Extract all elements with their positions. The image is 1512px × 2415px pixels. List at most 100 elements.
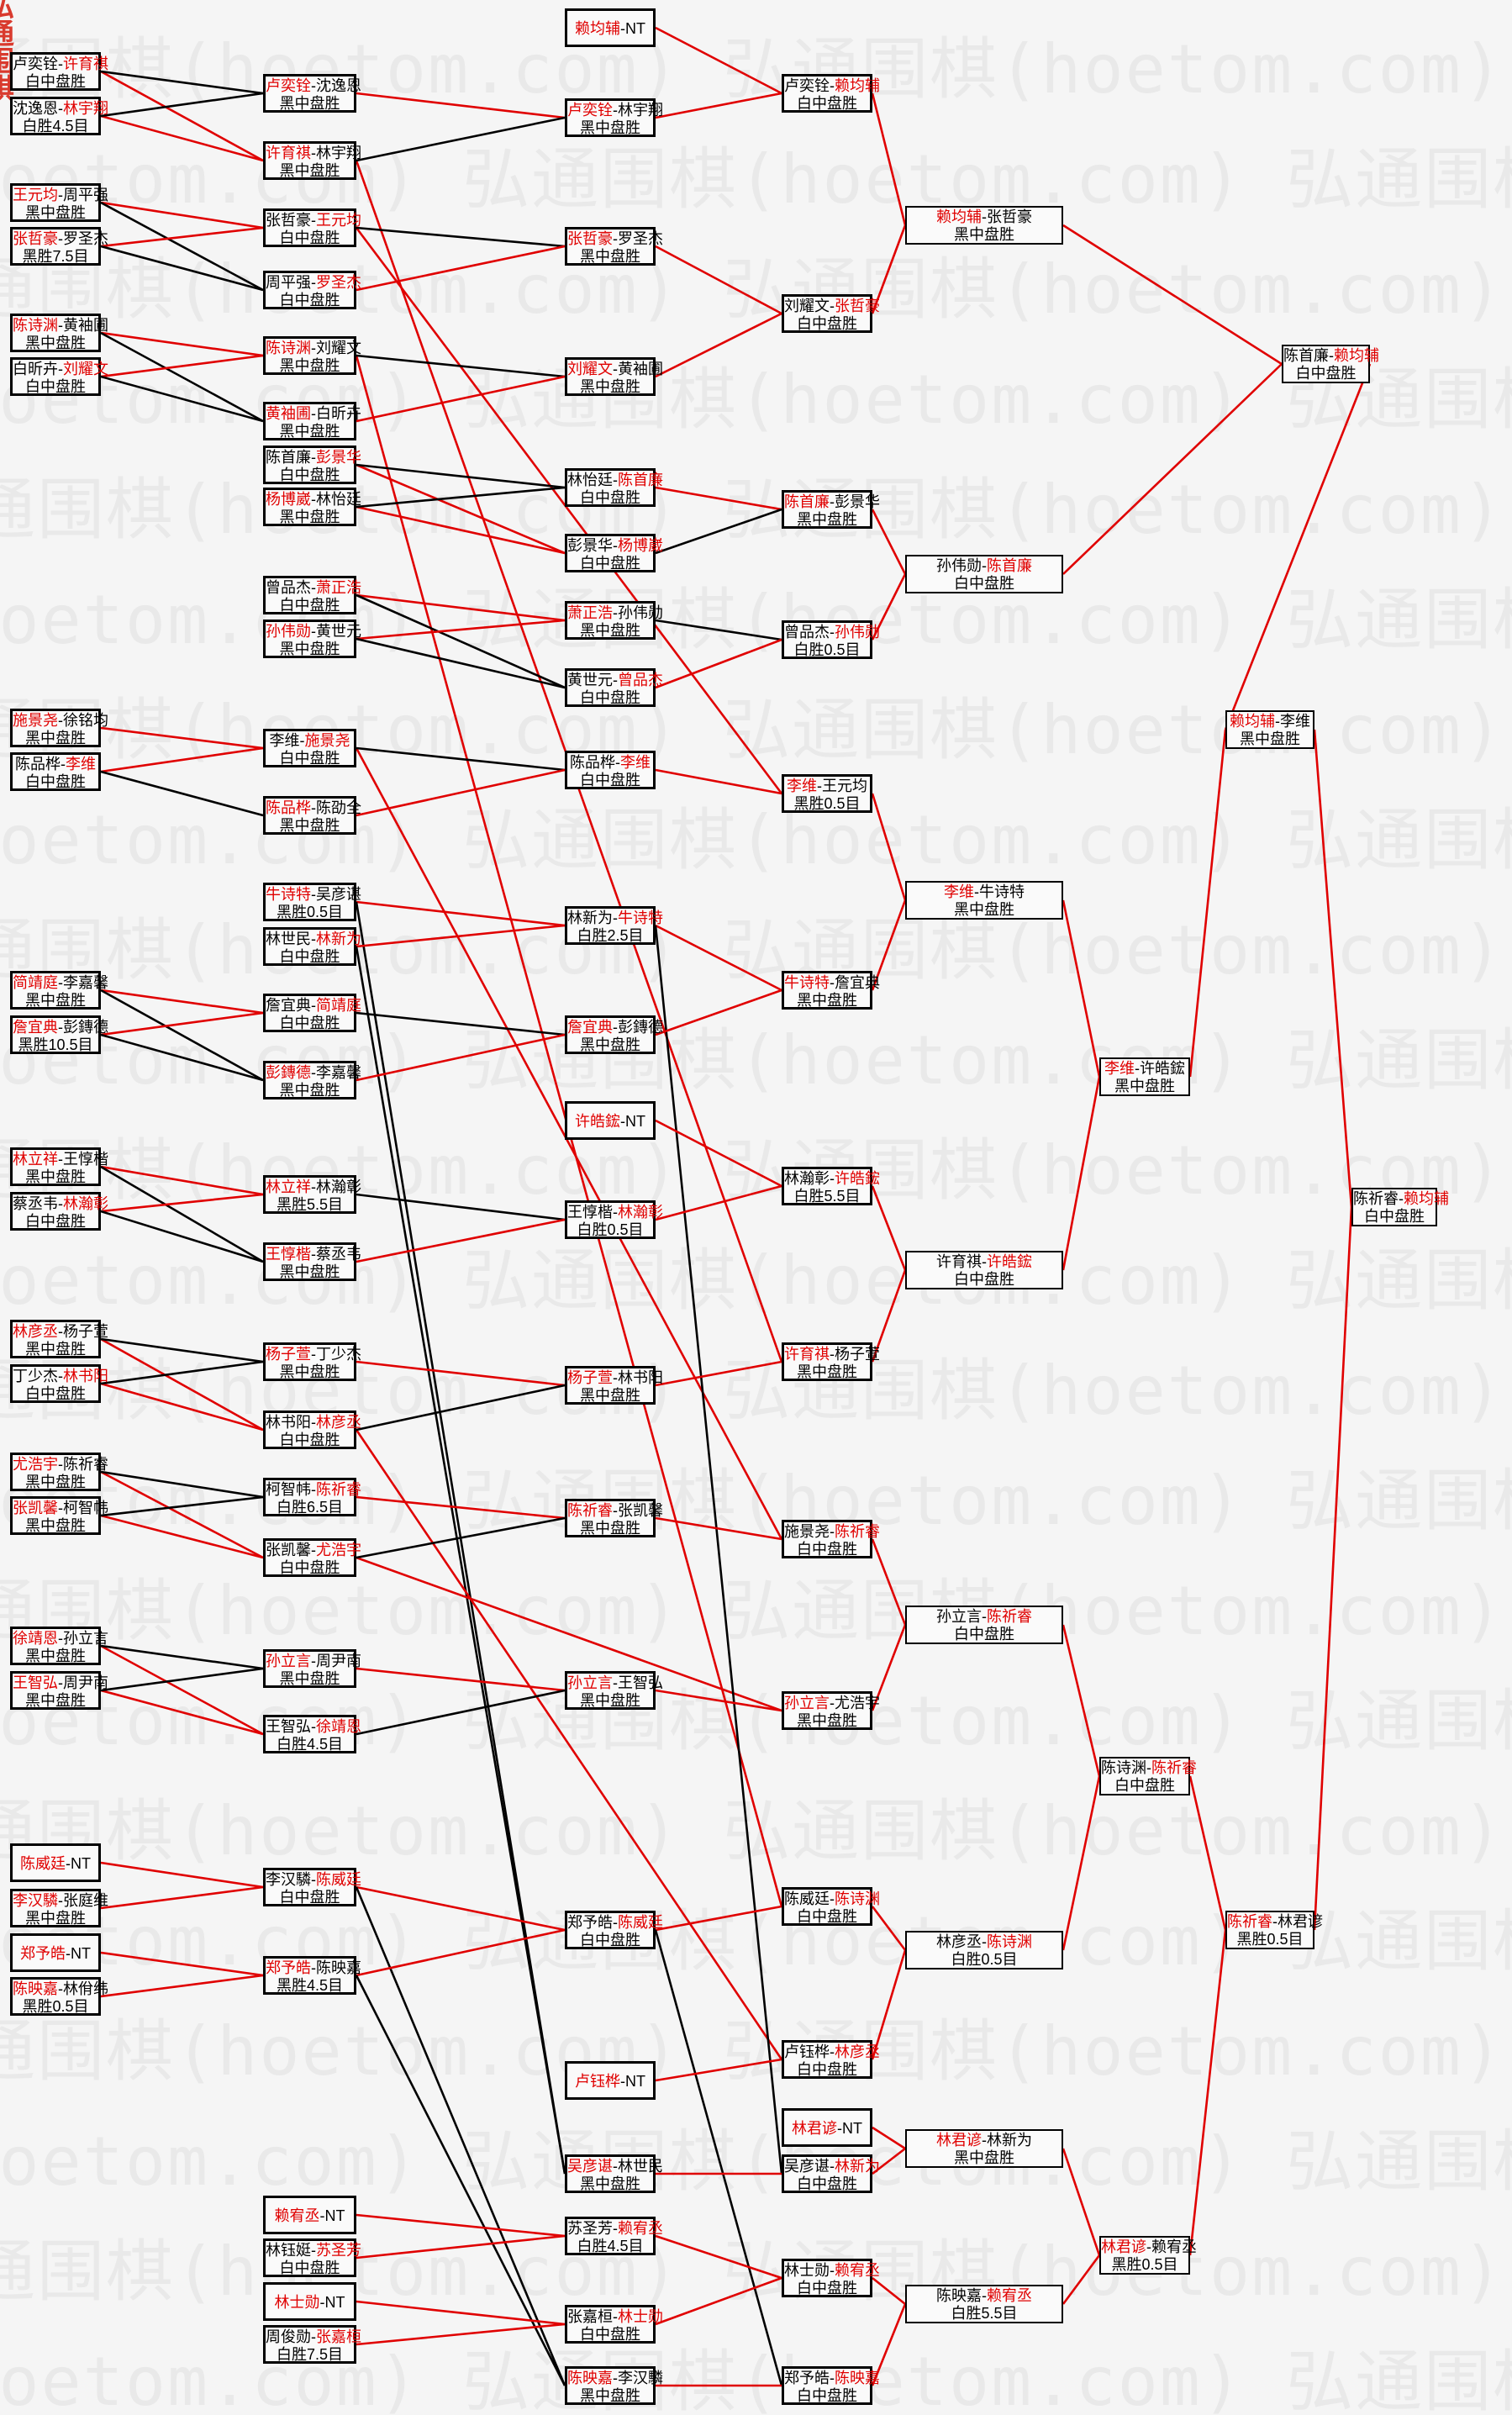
match-result: 黑胜7.5目	[22, 248, 89, 265]
vs-dash: -	[613, 604, 618, 621]
match-box-B8: 杨博崴-林怡廷 黑中盘胜	[263, 488, 361, 526]
match-result: 黑中盘胜	[279, 357, 340, 374]
winner-connector-line	[655, 1689, 782, 1712]
match-result: 黑中盘胜	[797, 1363, 857, 1380]
player-name: 林怡廷	[316, 491, 361, 508]
match-box-A16: 张凯馨-柯智帏 黑中盘胜	[10, 1496, 108, 1535]
watermark-text: 弘通围棋(hoetom.com) 弘通围棋(hoetom.com) 弘通围棋(h…	[0, 2012, 1512, 2091]
match-result: 白中盘胜	[25, 1385, 86, 1402]
winner-connector-line	[655, 924, 782, 992]
winner-connector-line	[1188, 729, 1227, 1078]
loser-connector-line	[356, 1193, 566, 1221]
vs-dash: -	[1275, 713, 1280, 730]
match-box-B30: 周俊勋-张嘉桓 白胜7.5目	[263, 2325, 361, 2364]
player-name: 牛诗特	[266, 886, 311, 903]
player-name: 李汉驎	[618, 2370, 663, 2386]
player-name: 周俊勋	[266, 2328, 311, 2345]
vs-dash: -	[620, 1113, 625, 1130]
match-box-E2: 孙伟勋-陈首廉 白中盘胜	[905, 555, 1063, 593]
match-box-C21: 张嘉桓-林士勋 白中盘胜	[565, 2305, 663, 2344]
match-box-F1: 李维-许皓鋐 黑中盘胜	[1099, 1057, 1190, 1096]
vs-dash: -	[311, 77, 316, 94]
match-box-A17: 徐靖恩-孙立言 黑中盘胜	[10, 1627, 108, 1665]
match-result: 白中盘胜	[954, 1626, 1014, 1643]
loser-connector-line	[100, 770, 264, 817]
match-box-A15: 尤浩宇-陈祈睿 黑中盘胜	[10, 1453, 108, 1491]
vs-dash: -	[613, 2220, 618, 2237]
match-result: 白中盘胜	[25, 773, 86, 790]
match-box-B29: 林士勋-NT	[263, 2282, 356, 2321]
vs-dash: -	[613, 2158, 618, 2175]
winner-connector-line	[871, 2303, 907, 2386]
vs-dash: -	[311, 340, 316, 356]
player-name: 张凯馨	[618, 1502, 663, 1519]
match-box-D14: 吴彦谌-林新为 白中盘胜	[782, 2154, 880, 2193]
vs-dash: -	[311, 405, 316, 422]
winner-connector-line	[1313, 729, 1353, 1208]
watermark-text: 弘通围棋(hoetom.com) 弘通围棋(hoetom.com) 弘通围棋(h…	[0, 2343, 1512, 2415]
match-box-B5: 陈诗渊-刘耀文 黑中盘胜	[263, 336, 361, 375]
loser-connector-line	[355, 1886, 566, 2386]
match-result: 黑胜0.5目	[1236, 1931, 1304, 1948]
winner-connector-line	[100, 1885, 264, 1910]
match-box-D6: 牛诗特-詹宜典 黑中盘胜	[782, 971, 880, 1010]
vs-dash: -	[311, 1246, 316, 1263]
player-name: 杨子萱	[567, 1369, 613, 1386]
match-result: 黑中盘胜	[580, 378, 640, 395]
vs-dash: -	[61, 756, 66, 772]
player-name: 王元均	[13, 187, 58, 203]
match-result: 黑中盘胜	[1240, 730, 1300, 747]
player-name: 林世民	[618, 2158, 663, 2175]
winner-connector-line	[356, 245, 566, 292]
vs-dash: -	[311, 579, 316, 596]
match-box-B16: 彭鏄德-李嘉馨 黑中盘胜	[263, 1061, 361, 1099]
match-result: 黑中盘胜	[279, 1363, 340, 1380]
match-box-C9: 陈品桦-李维 白中盘胜	[565, 751, 656, 789]
player-name: 陈映嘉	[567, 2370, 613, 2386]
vs-dash: -	[830, 1890, 835, 1907]
match-box-D11: 陈威廷-陈诗渊 白中盘胜	[782, 1887, 880, 1926]
loser-connector-line	[654, 925, 783, 2175]
loser-connector-line	[100, 331, 264, 423]
player-name: 林新为	[316, 931, 361, 947]
vs-dash: -	[311, 1481, 316, 1498]
match-box-E1: 赖均辅-张哲豪 黑中盘胜	[905, 206, 1063, 245]
match-result: 白中盘胜	[1364, 1208, 1425, 1225]
loser-connector-line	[100, 1165, 264, 1263]
match-box-B9: 曾品杰-萧正浩 白中盘胜	[263, 576, 361, 614]
match-box-D1: 卢奕铨-赖均辅 白中盘胜	[782, 74, 880, 113]
player-name: 刘耀文	[63, 361, 108, 377]
winner-connector-line	[356, 505, 566, 555]
player-name: 王元均	[316, 212, 361, 229]
match-box-A9: 简靖庭-李嘉馨 黑中盘胜	[10, 971, 108, 1010]
loser-connector-line	[356, 1384, 566, 1432]
vs-dash: -	[58, 230, 63, 247]
player-name: 卢奕铨	[567, 102, 613, 119]
player-name: 林宇翔	[316, 145, 361, 161]
match-result: 白中盘胜	[279, 1559, 340, 1576]
loser-connector-line	[356, 354, 566, 378]
match-result: 黑中盘胜	[25, 1341, 86, 1358]
match-result: 白中盘胜	[797, 2175, 857, 2192]
vs-dash: -	[1329, 347, 1334, 364]
player-name: 林士勋	[274, 2294, 320, 2311]
match-result: 黑中盘胜	[797, 511, 857, 528]
loser-connector-line	[356, 1689, 566, 1736]
match-result: 白中盘胜	[279, 2259, 340, 2276]
winner-connector-line	[100, 114, 264, 162]
player-name: 李嘉馨	[63, 974, 108, 991]
player-name: 林彦丞	[13, 1323, 58, 1340]
player-name: 孙立言	[63, 1630, 108, 1647]
match-result: 黑中盘胜	[580, 1692, 640, 1709]
match-box-C6: 彭景华-杨博崴 白中盘胜	[565, 534, 663, 572]
player-name: 许育祺	[784, 1346, 830, 1363]
player-name: 张庭维	[63, 1892, 108, 1909]
player-name: 牛诗特	[784, 974, 830, 991]
watermark-text: 弘通围棋(hoetom.com) 弘通围棋(hoetom.com) 弘通围棋(h…	[0, 1572, 1512, 1650]
winner-connector-line	[655, 26, 782, 95]
match-box-F2: 陈诗渊-陈祈睿 白中盘胜	[1099, 1757, 1197, 1795]
winner-connector-line	[655, 92, 782, 119]
match-box-A13: 林彦丞-杨子萱 黑中盘胜	[10, 1320, 108, 1358]
player-name: 王惇楷	[567, 1204, 613, 1221]
vs-dash: -	[982, 1608, 987, 1625]
